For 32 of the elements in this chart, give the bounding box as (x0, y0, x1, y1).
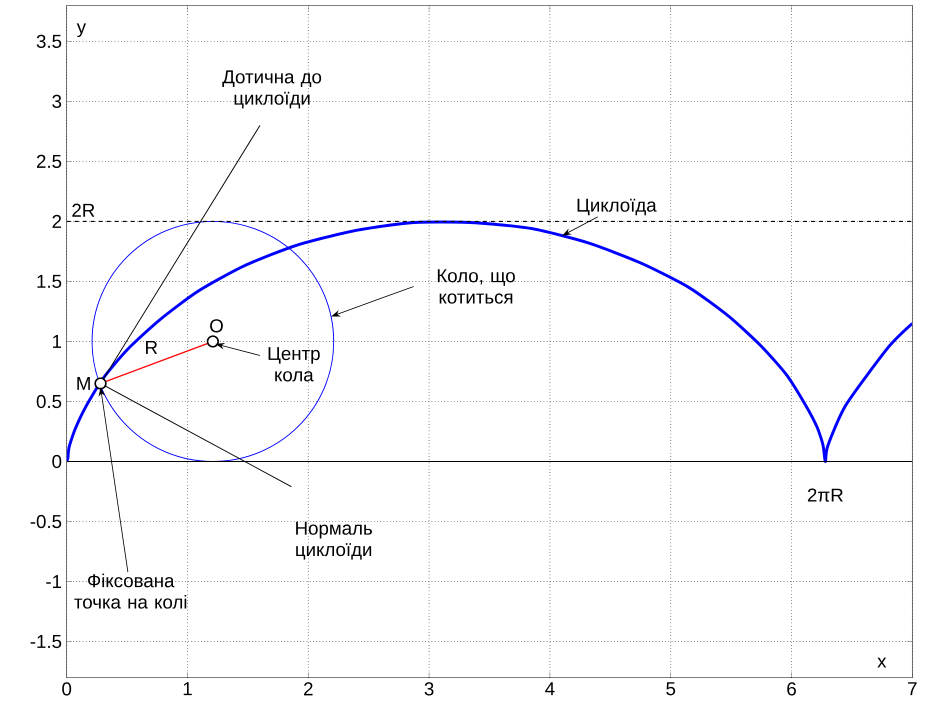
y-tick-label: 2 (52, 214, 62, 228)
y-tick-label: -1.5 (30, 635, 62, 648)
x-axis-title: x (877, 658, 886, 668)
y-tick-label: 3 (52, 94, 62, 108)
x-tick-label: 6 (787, 682, 796, 696)
annotation: Фіксована точка на колі (74, 574, 186, 609)
annotation: M (77, 377, 90, 390)
y-tick-label: 3.5 (36, 34, 62, 48)
y-tick-label: -0.5 (30, 514, 62, 528)
y-tick-label: 2.5 (36, 154, 62, 168)
y-tick-label: -1 (46, 575, 62, 588)
annotation: Дотична до циклоїди (222, 70, 322, 108)
x-tick-label: 5 (666, 682, 676, 696)
y-tick-label: 0 (52, 454, 62, 468)
x-tick-label: 0 (62, 682, 72, 696)
annotation: O (210, 319, 223, 332)
annotation: 2πR (808, 488, 843, 502)
x-tick-label: 3 (424, 682, 434, 696)
y-tick-label: 0.5 (36, 394, 62, 408)
annotation: Циклоїда (578, 198, 657, 216)
y-tick-label: 1 (53, 335, 62, 348)
x-tick-label: 1 (184, 682, 192, 696)
y-axis-title: y (76, 23, 86, 38)
annotation: R (146, 341, 158, 354)
annotation: Коло, що котиться (438, 269, 515, 304)
x-tick-label: 2 (304, 682, 313, 696)
annotation: Нормаль циклоїди (296, 522, 372, 560)
ref-line-label: 2R (72, 204, 94, 217)
x-tick-label: 4 (545, 682, 555, 696)
x-tick-label: 7 (908, 682, 917, 696)
y-tick-label: 1.5 (37, 274, 62, 288)
annotation: Центр кола (268, 347, 320, 382)
